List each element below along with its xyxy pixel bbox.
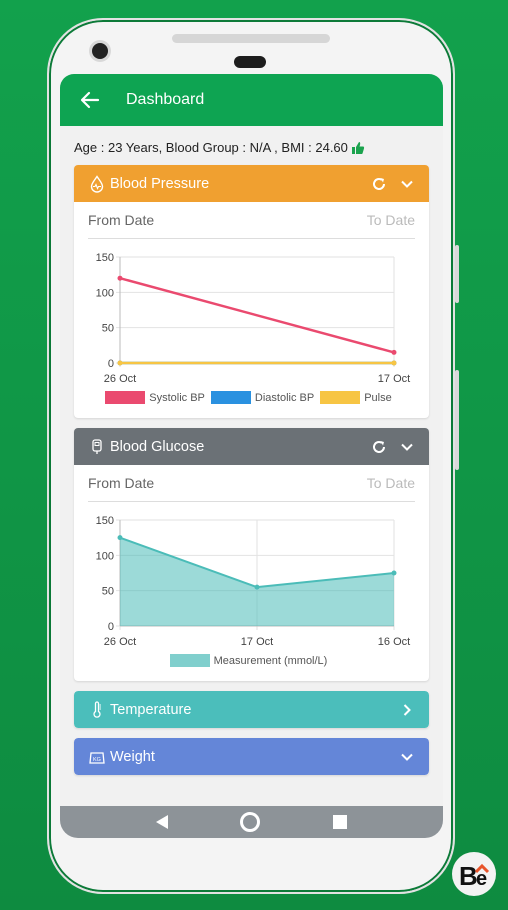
page-title: Dashboard <box>126 91 205 108</box>
y-tick-label: 50 <box>102 323 114 335</box>
weight-header[interactable]: KG Weight <box>74 738 429 775</box>
svg-text:e: e <box>476 868 487 890</box>
nav-back-icon[interactable] <box>156 815 169 829</box>
legend-swatch <box>320 391 361 404</box>
y-tick-label: 0 <box>108 358 114 370</box>
blood-pressure-card: Blood Pressure From Date To Date 150 100 5… <box>74 165 429 418</box>
blood-glucose-title: Blood Glucose <box>110 438 205 455</box>
brand-logo: B e <box>452 852 496 896</box>
profile-summary-text: Age : 23 Years, Blood Group : N/A , BMI … <box>74 140 348 155</box>
blood-glucose-header[interactable]: Blood Glucose <box>74 428 429 465</box>
legend-item: Systolic BP <box>105 391 205 404</box>
legend-label: Pulse <box>364 391 392 404</box>
thumbs-up-icon <box>351 141 365 154</box>
nav-home-icon[interactable] <box>240 812 261 832</box>
glucose-meter-icon <box>92 438 102 454</box>
nav-recents-icon[interactable] <box>332 815 347 829</box>
blood-glucose-body: From Date To Date 150 100 50 0 26 Oct 17 Oct 1… <box>74 465 429 681</box>
chevron-down-icon[interactable] <box>399 176 415 192</box>
blood-pressure-date-range: From Date To Date <box>88 202 415 239</box>
legend-label: Measurement (mmol/L) <box>213 654 328 667</box>
svg-text:B: B <box>459 861 478 891</box>
y-tick-label: 0 <box>108 621 114 633</box>
volume-button <box>455 245 459 303</box>
app-bar: Dashboard <box>60 74 443 126</box>
blood-pressure-body: From Date To Date 150 100 50 0 26 Oct 17 Oct … <box>74 202 429 418</box>
temperature-title: Temperature <box>110 701 192 718</box>
data-point <box>391 349 397 355</box>
temperature-header[interactable]: Temperature <box>74 691 429 728</box>
y-tick-label: 150 <box>96 515 114 527</box>
speaker-grille <box>172 34 330 43</box>
blood-pressure-title: Blood Pressure <box>110 175 210 192</box>
data-point <box>117 535 123 541</box>
blood-glucose-card: Blood Glucose From Date To Date 150 100 50… <box>74 428 429 681</box>
blood-glucose-legend: Measurement (mmol/L) <box>88 652 415 673</box>
chevron-right-icon[interactable] <box>399 702 415 718</box>
data-point <box>117 360 123 366</box>
blood-pressure-header[interactable]: Blood Pressure <box>74 165 429 202</box>
from-date-field[interactable]: From Date <box>88 212 155 228</box>
thermometer-icon <box>93 700 101 718</box>
chevron-down-icon[interactable] <box>399 749 415 765</box>
legend-swatch <box>105 391 146 404</box>
y-tick-label: 50 <box>102 586 114 598</box>
blood-pressure-legend: Systolic BP Diastolic BP Pulse <box>88 389 415 410</box>
power-button <box>455 370 459 470</box>
series-area <box>120 537 394 626</box>
x-tick-label: 26 Oct <box>104 636 136 648</box>
data-point <box>391 570 397 576</box>
to-date-field[interactable]: To Date <box>366 475 415 491</box>
legend-label: Diastolic BP <box>254 391 315 404</box>
proximity-sensor <box>234 56 266 68</box>
x-tick-label: 17 Oct <box>378 373 410 385</box>
chevron-down-icon[interactable] <box>399 439 415 455</box>
y-tick-label: 100 <box>96 287 114 299</box>
to-date-field[interactable]: To Date <box>366 212 415 228</box>
data-point <box>117 275 123 281</box>
weight-scale-icon: KG <box>89 751 105 764</box>
blood-glucose-date-range: From Date To Date <box>88 465 415 502</box>
x-tick-label: 16 Oct <box>378 636 410 648</box>
y-tick-label: 150 <box>96 252 114 264</box>
from-date-field[interactable]: From Date <box>88 475 155 491</box>
blood-drop-icon <box>90 174 104 193</box>
temperature-card: Temperature <box>74 691 429 728</box>
legend-item: Diastolic BP <box>210 391 315 404</box>
series-line <box>119 276 395 354</box>
weight-card: KG Weight <box>74 738 429 775</box>
legend-swatch <box>169 654 210 667</box>
x-tick-label: 26 Oct <box>104 373 136 385</box>
front-camera <box>92 43 108 59</box>
x-tick-label: 17 Oct <box>241 636 273 648</box>
blood-glucose-chart: 150 100 50 0 26 Oct 17 Oct 16 Oct <box>96 515 411 648</box>
app-screen: Dashboard Age : 23 Years, Blood Group : … <box>60 74 443 838</box>
legend-item: Pulse <box>320 391 392 404</box>
system-nav-bar <box>60 806 443 838</box>
weight-title: Weight <box>110 748 155 765</box>
svg-text:KG: KG <box>93 757 101 763</box>
back-arrow-icon[interactable] <box>80 90 100 110</box>
refresh-icon[interactable] <box>371 439 387 455</box>
refresh-icon[interactable] <box>371 176 387 192</box>
legend-label: Systolic BP <box>149 391 205 404</box>
legend-swatch <box>210 391 251 404</box>
data-point <box>391 360 397 366</box>
blood-pressure-chart: 150 100 50 0 26 Oct 17 Oct <box>96 252 411 385</box>
legend-item: Measurement (mmol/L) <box>169 654 328 667</box>
profile-summary: Age : 23 Years, Blood Group : N/A , BMI … <box>60 126 443 165</box>
y-tick-label: 100 <box>96 550 114 562</box>
data-point <box>254 584 260 590</box>
